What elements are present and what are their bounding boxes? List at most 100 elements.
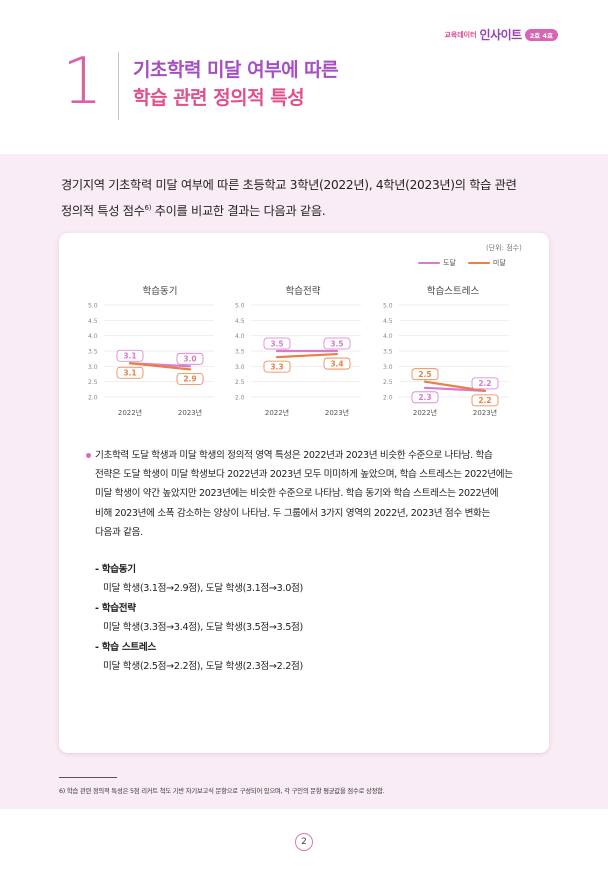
section-title-line1: 기초학력 미달 여부에 따른 xyxy=(133,59,339,81)
x-tick-label: 2022년 xyxy=(413,408,437,417)
y-tick-label: 5.0 xyxy=(383,303,393,310)
intro-line2-text: 정의적 특성 점수 xyxy=(61,204,145,219)
y-tick-label: 2.0 xyxy=(235,395,245,402)
data-label-box xyxy=(411,368,439,381)
y-tick-label: 5.0 xyxy=(235,303,245,310)
intro-line2: 정의적 특성 점수6) 추이를 비교한 결과는 다음과 같음. xyxy=(61,197,561,223)
data-label: 3.5 xyxy=(330,339,343,348)
section-header: 1 기초학력 미달 여부에 따른 학습 관련 정의적 특성 xyxy=(62,45,339,120)
page-number: 2 xyxy=(295,833,313,851)
y-tick-label: 4.0 xyxy=(383,333,393,340)
data-label: 3.1 xyxy=(123,369,136,378)
summary-value-strategy: 미달 학생(3.3점→3.4점), 도달 학생(3.5점→3.5점) xyxy=(103,622,303,633)
brand-small-text: 교육데이터 xyxy=(444,30,477,39)
x-tick-label: 2023년 xyxy=(325,408,349,417)
summary-list: - 학습동기 미달 학생(3.1점→2.9점), 도달 학생(3.1점→3.0점… xyxy=(95,560,303,677)
summary-head-strategy: - 학습전략 xyxy=(95,603,136,614)
y-tick-label: 3.0 xyxy=(235,364,245,371)
body-line: 비해 2023년에 소폭 감소하는 양상이 나타남. 두 그룹에서 3가지 영역… xyxy=(95,507,491,519)
data-label-box xyxy=(116,349,144,362)
y-tick-label: 3.0 xyxy=(383,364,393,371)
content-card xyxy=(59,233,549,753)
intro-line2-tail: 추이를 비교한 결과는 다음과 같음. xyxy=(151,204,326,219)
data-label: 3.1 xyxy=(123,352,136,361)
series-line-below xyxy=(423,380,487,392)
data-label-box xyxy=(471,394,499,407)
y-tick-label: 2.5 xyxy=(383,379,393,386)
data-label: 3.3 xyxy=(270,362,283,371)
legend-label-below: 미달 xyxy=(492,259,506,267)
issue-badge: 2호 4호 xyxy=(524,28,558,41)
footnote-ref[interactable]: 6) xyxy=(144,204,152,212)
y-tick-label: 4.5 xyxy=(235,318,245,325)
summary-value-stress: 미달 학생(2.5점→2.2점), 도달 학생(2.3점→2.2점) xyxy=(103,661,303,672)
title-divider xyxy=(118,52,119,120)
y-tick-label: 2.0 xyxy=(383,395,393,402)
section-title-line2: 학습 관련 정의적 특성 xyxy=(133,87,305,109)
bullet-icon xyxy=(86,453,91,458)
data-label-box xyxy=(176,373,204,385)
data-label-box xyxy=(323,357,351,370)
intro-line1: 경기지역 기초학력 미달 여부에 따른 초등학교 3학년(2022년), 4학년… xyxy=(61,178,517,192)
x-tick-label: 2023년 xyxy=(178,408,202,417)
data-label-box xyxy=(116,366,144,379)
data-label-box xyxy=(323,337,351,350)
chart-title-strategy: 학습전략 xyxy=(285,286,321,297)
y-tick-label: 5.0 xyxy=(88,303,98,310)
y-tick-label: 4.5 xyxy=(88,318,98,325)
chart-title-motivation: 학습동기 xyxy=(142,286,178,297)
data-label-box xyxy=(176,352,204,365)
legend-item-reach: 도달 xyxy=(418,258,456,268)
legend-item-below: 미달 xyxy=(467,258,506,268)
line-chart-stress: 5.0 4.5 4.0 3.5 3.0 2.5 2.0 2022년 2023년 2.3 2.5 2.2… xyxy=(383,303,509,417)
y-tick-label: 2.0 xyxy=(88,395,98,402)
body-line: 미달 학생이 약간 높았지만 2023년에는 비슷한 수준으로 나타남. 학습 … xyxy=(95,488,499,500)
data-label: 2.2 xyxy=(478,396,491,405)
data-label-box xyxy=(411,391,439,404)
y-tick-label: 4.0 xyxy=(88,333,98,340)
brand-logo: 교육데이터 인사이트 2호 4호 xyxy=(444,26,558,43)
line-chart-strategy: 5.0 4.5 4.0 3.5 3.0 2.5 2.0 2022년 2023년 3.5 3.3 3.5… xyxy=(235,303,361,417)
y-tick-label: 3.0 xyxy=(88,364,98,371)
data-label: 2.5 xyxy=(418,370,431,379)
footnote-divider xyxy=(59,777,117,778)
y-tick-label: 3.5 xyxy=(383,349,393,356)
chart-title-stress: 학습스트레스 xyxy=(426,286,480,297)
y-tick-label: 3.5 xyxy=(235,349,245,356)
data-label: 2.2 xyxy=(478,379,491,388)
body-line: 다음과 같음. xyxy=(95,526,143,538)
data-label: 2.9 xyxy=(183,375,196,384)
x-tick-label: 2023년 xyxy=(473,408,497,417)
legend-swatch-reach xyxy=(418,261,440,265)
data-label: 3.0 xyxy=(183,355,196,364)
summary-value-motivation: 미달 학생(3.1점→2.9점), 도달 학생(3.1점→3.0점) xyxy=(103,583,303,594)
series-line-below xyxy=(275,352,339,359)
unit-label: (단위: 점수) xyxy=(486,244,522,252)
y-tick-label: 2.5 xyxy=(88,379,98,386)
data-label: 2.3 xyxy=(418,393,431,402)
summary-head-motivation: - 학습동기 xyxy=(95,564,136,575)
x-tick-label: 2022년 xyxy=(265,408,289,417)
y-tick-label: 2.5 xyxy=(235,379,245,386)
body-paragraph: 기초학력 도달 학생과 미달 학생의 정의적 영역 특성은 2022년과 202… xyxy=(95,446,527,542)
x-tick-label: 2022년 xyxy=(118,408,142,417)
intro-paragraph: 경기지역 기초학력 미달 여부에 따른 초등학교 3학년(2022년), 4학년… xyxy=(61,174,561,223)
summary-head-stress: - 학습 스트레스 xyxy=(95,642,156,653)
series-line-below xyxy=(128,362,192,371)
data-label-box xyxy=(471,377,499,390)
body-line: 전략은 도달 학생이 미달 학생보다 2022년과 2023년 모두 미미하게 … xyxy=(95,469,513,481)
footnote: 6) 학습 관련 정의적 특성은 5점 리커트 척도 기반 자기보고식 문항으로… xyxy=(59,788,385,795)
chart-legend: 도달 미달 xyxy=(418,258,506,268)
line-chart-motivation: 5.0 4.5 4.0 3.5 3.0 2.5 2.0 2022년 2023년 3.1 3.1 3.0… xyxy=(88,303,214,417)
legend-swatch-below xyxy=(467,261,490,265)
data-label: 3.4 xyxy=(330,359,343,368)
body-line: 기초학력 도달 학생과 미달 학생의 정의적 영역 특성은 2022년과 202… xyxy=(95,450,493,461)
section-number: 1 xyxy=(62,45,103,119)
data-label-box xyxy=(263,337,291,350)
data-label: 3.5 xyxy=(270,339,283,348)
y-tick-label: 4.0 xyxy=(235,333,245,340)
brand-name: 인사이트 xyxy=(479,28,523,42)
data-label-box xyxy=(263,360,291,373)
legend-label-reach: 도달 xyxy=(443,259,456,267)
y-tick-label: 4.5 xyxy=(383,318,393,325)
